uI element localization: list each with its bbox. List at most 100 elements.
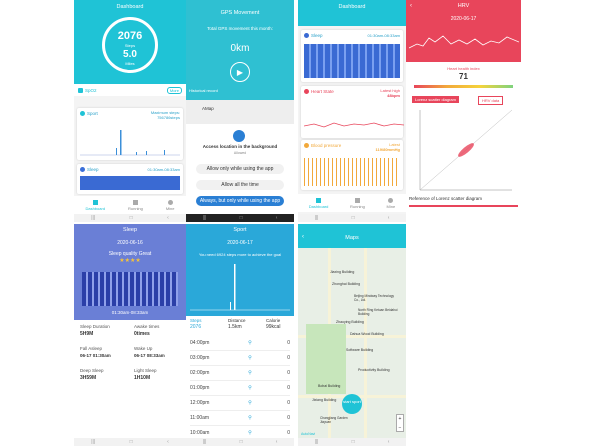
bp-card[interactable]: Blood pressure Latest 119/80mmHg <box>301 140 403 190</box>
maps-title: Maps <box>345 235 359 241</box>
steps-val: 2076 <box>190 324 202 330</box>
sport-card[interactable]: Sport Maximum steps: 756786steps <box>77 108 183 160</box>
panel-sleep: Sleep 2020-06-16 Sleep quality Great ★★★… <box>74 224 186 446</box>
dash2-tab-mine[interactable]: Mine <box>387 197 395 209</box>
play-button[interactable]: ▶ <box>230 62 250 82</box>
sleep-icon <box>80 167 85 172</box>
play-icon: ▶ <box>236 67 244 77</box>
tab-mine-label: Mine <box>165 205 175 211</box>
steps-ring <box>102 17 158 73</box>
start-sport-button[interactable]: start sport <box>342 394 362 414</box>
calorie-head: Calorie <box>266 318 281 323</box>
dash2-sleep-card[interactable]: Sleep 01:30am-08:33am <box>301 30 403 82</box>
heart-card[interactable]: Heart State Latest high 48bpm <box>301 86 404 138</box>
sleep-date[interactable]: 2020-06-16 <box>117 240 143 246</box>
system-nav-5: ||| □ ‹ <box>74 438 186 446</box>
system-nav-3: ||| □ ‹ <box>298 214 406 222</box>
awake-times-key: Awake times <box>134 324 160 329</box>
more-button[interactable]: More <box>166 86 182 94</box>
lorenz-scatter <box>419 109 513 191</box>
heart-label: Heart State <box>311 89 334 94</box>
row-time: 10:00am <box>190 430 210 436</box>
km-unit: Miles <box>125 61 135 66</box>
walk-icon: ⚲ <box>248 430 252 436</box>
sleep-duration-value: 5H9M <box>80 331 94 337</box>
dash2-tab-dashboard[interactable]: Dashboard <box>309 197 328 209</box>
maps-header <box>298 224 406 248</box>
dash2-sleep-time: 01:30am-08:33am <box>367 33 400 38</box>
person-icon <box>167 199 173 205</box>
park-area <box>306 324 346 394</box>
amap-label: AMap <box>202 106 214 111</box>
tab-dashboard[interactable]: Dashboard <box>85 199 105 211</box>
health-scale-bar <box>414 85 513 88</box>
sleep-stage-chart <box>82 272 178 306</box>
dash2-title: Dashboard <box>338 4 366 10</box>
table-row[interactable]: 04:00pm ⚲ 0 <box>190 336 290 351</box>
zoom-control[interactable]: + − <box>396 414 404 432</box>
table-row[interactable]: 02:00pm ⚲ 0 <box>190 366 290 381</box>
panel-dashboard-2: Dashboard Sleep 01:30am-08:33am Heart St… <box>298 0 406 222</box>
dash2-tab-bar: Dashboard Running Mine <box>298 194 406 212</box>
bp-icon <box>304 143 309 148</box>
table-row[interactable]: 01:00pm ⚲ 0 <box>190 381 290 396</box>
panel-dashboard: Dashboard 2076 Steps 5.0 Miles SpO2 More… <box>74 0 186 222</box>
walk-icon: ⚲ <box>248 400 252 406</box>
location-icon <box>233 130 245 142</box>
sleep-quality: Sleep quality Great <box>108 251 152 257</box>
tab-mine[interactable]: Mine <box>165 199 175 211</box>
system-nav-6: ||| □ ‹ <box>186 438 294 446</box>
spo2-icon <box>78 87 83 93</box>
row-time: 11:00am <box>190 415 210 421</box>
heart-icon <box>304 89 309 94</box>
heart-chart <box>304 122 404 128</box>
sleep-card[interactable]: Sleep 01:30am-08:33am <box>77 164 183 194</box>
map-label-8: Productivity Building <box>358 368 390 372</box>
amap-watermark: AutoNavi <box>301 432 316 436</box>
table-row[interactable]: 11:00am ⚲ 0 <box>190 411 290 426</box>
table-row[interactable]: 12:00pm ⚲ 0 <box>190 396 290 411</box>
gps-message: Total GPS movement this month: <box>207 26 273 31</box>
sport-chart <box>80 130 180 156</box>
row-value: 0 <box>287 430 290 436</box>
lorenz-tab[interactable]: Lorenz scatter diagram <box>412 96 459 103</box>
maps-back-icon[interactable]: ‹ <box>302 234 304 240</box>
hrv-data-tab[interactable]: HRV data <box>478 96 504 105</box>
sport-date[interactable]: 2020-06-17 <box>227 240 253 246</box>
sport-max-label: Maximum steps: <box>150 110 180 115</box>
heart-value: 48bpm <box>387 93 400 98</box>
gps-km: 0km <box>230 43 250 54</box>
km-value: 5.0 <box>123 49 137 60</box>
heart-last: Latest high <box>380 88 400 93</box>
always-only-while-using-button[interactable]: Always, but only while using the app <box>196 196 284 206</box>
row-value: 0 <box>287 340 290 346</box>
panel-gps: GPS Movement Total GPS movement this mon… <box>186 0 294 222</box>
row-time: 02:00pm <box>190 370 210 376</box>
sport-goal-msg: You need 6924 steps more to achieve the … <box>198 252 282 257</box>
allow-all-time-button[interactable]: Allow all the time <box>196 180 284 190</box>
amap-section: AMap <box>186 100 294 124</box>
dashboard-title: Dashboard <box>116 4 144 10</box>
system-nav: ||| □ ‹ <box>74 214 186 222</box>
spo2-row[interactable]: SpO2 More <box>74 84 186 96</box>
hrv-scroll-strip <box>409 205 518 207</box>
dash2-header <box>298 0 406 26</box>
map-label-2: Zhonghai Building <box>332 282 361 286</box>
sport-icon <box>80 111 85 116</box>
perm-sub: Allowed <box>233 151 247 155</box>
walk-icon: ⚲ <box>248 415 252 421</box>
moon-icon <box>304 33 309 38</box>
row-value: 0 <box>287 370 290 376</box>
tab-running-label: Running <box>127 205 143 211</box>
tab-running[interactable]: Running <box>127 199 143 211</box>
back-arrow-icon[interactable]: ‹ <box>410 3 412 9</box>
dash2-sleep-label: Sleep <box>311 33 323 38</box>
row-time: 01:00pm <box>190 385 210 391</box>
gps-header <box>186 0 294 100</box>
allow-while-using-button[interactable]: Allow only while using the app <box>196 164 284 174</box>
dash2-tab-running[interactable]: Running <box>350 197 365 209</box>
steps-head: Steps <box>190 318 202 323</box>
hrv-date[interactable]: 2020-06-17 <box>450 16 477 22</box>
sleep-label: Sleep <box>87 167 99 172</box>
table-row[interactable]: 03:00pm ⚲ 0 <box>190 351 290 366</box>
